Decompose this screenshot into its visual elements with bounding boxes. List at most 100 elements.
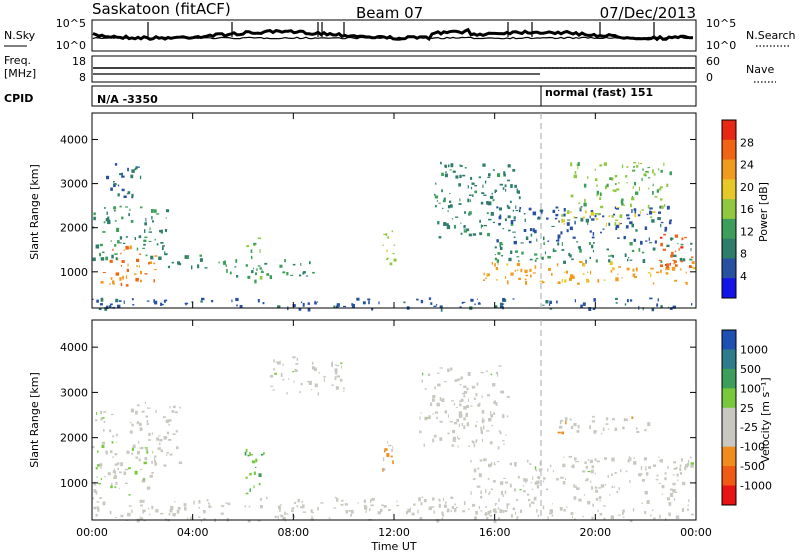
heatmap-cell (126, 268, 129, 272)
heatmap-cell (660, 264, 663, 268)
heatmap-cell (512, 231, 516, 233)
heatmap-cell (516, 269, 519, 271)
heatmap-cell (314, 383, 318, 388)
heatmap-cell (500, 491, 503, 495)
heatmap-cell (121, 188, 125, 192)
heatmap-cell (691, 261, 695, 265)
heatmap-cell (615, 302, 618, 304)
heatmap-cell (447, 210, 449, 213)
heatmap-cell (653, 517, 656, 520)
heatmap-cell (449, 169, 452, 171)
heatmap-cell (128, 467, 131, 470)
heatmap-cell (650, 216, 653, 219)
heatmap-cell (500, 390, 504, 394)
heatmap-cell (523, 213, 526, 215)
heatmap-cell (629, 242, 633, 246)
heatmap-cell (660, 242, 663, 247)
heatmap-cell (659, 460, 662, 462)
heatmap-cell (100, 281, 104, 284)
heatmap-cell (587, 459, 590, 461)
heatmap-cell (623, 204, 626, 206)
heatmap-cell (456, 436, 458, 439)
heatmap-cell (611, 473, 613, 476)
heatmap-cell (258, 473, 262, 477)
heatmap-cell (610, 515, 614, 520)
heatmap-cell (551, 503, 553, 505)
heatmap-cell (143, 243, 146, 246)
heatmap-cell (523, 229, 527, 232)
heatmap-cell (673, 467, 677, 470)
heatmap-cell (172, 433, 176, 435)
heatmap-cell (621, 277, 623, 279)
heatmap-cell (599, 164, 603, 167)
heatmap-cell (514, 269, 516, 272)
heatmap-cell (458, 183, 461, 187)
heatmap-cell (127, 512, 131, 517)
heatmap-cell (383, 505, 387, 508)
heatmap-cell (659, 186, 663, 189)
heatmap-cell (596, 190, 599, 195)
heatmap-cell (434, 411, 438, 414)
heatmap-cell (475, 392, 478, 397)
heatmap-cell (144, 273, 148, 275)
heatmap-cell (333, 305, 336, 309)
heatmap-cell (145, 415, 149, 418)
heatmap-cell (652, 183, 654, 187)
heatmap-cell (476, 485, 481, 488)
heatmap-cell (569, 418, 572, 421)
heatmap-cell (191, 265, 193, 270)
heatmap-cell (470, 460, 472, 463)
heatmap-cell (603, 505, 606, 507)
heatmap-cell (594, 486, 598, 489)
heatmap-cell (437, 372, 440, 374)
heatmap-cell (518, 277, 521, 280)
heatmap-cell (127, 167, 129, 172)
heatmap-cell (573, 423, 577, 427)
heatmap-cell (514, 464, 517, 467)
heatmap-cell (120, 265, 122, 267)
heatmap-cell (631, 416, 634, 419)
heatmap-cell (121, 175, 125, 178)
heatmap-cell (250, 249, 253, 253)
heatmap-cell (558, 219, 561, 222)
heatmap-cell (656, 474, 659, 477)
heatmap-cell (554, 217, 558, 220)
heatmap-cell (113, 183, 117, 186)
heatmap-cell (490, 212, 494, 216)
heatmap-cell (446, 223, 449, 226)
heatmap-cell (493, 461, 496, 465)
heatmap-cell (582, 216, 585, 219)
heatmap-cell (669, 171, 672, 176)
heatmap-cell (109, 283, 111, 285)
heatmap-cell (516, 190, 520, 194)
heatmap-cell (612, 189, 616, 192)
heatmap-cell (311, 389, 313, 391)
heatmap-cell (672, 263, 676, 265)
colorbar-tick-label: 500 (740, 363, 761, 376)
heatmap-cell (264, 262, 268, 265)
heatmap-cell (578, 246, 581, 250)
heatmap-cell (497, 372, 499, 377)
heatmap-cell (516, 516, 519, 519)
heatmap-cell (514, 488, 517, 492)
heatmap-cell (458, 203, 462, 205)
heatmap-cell (190, 516, 192, 520)
heatmap-cell (509, 462, 512, 466)
heatmap-cell (229, 271, 232, 275)
heatmap-cell (166, 454, 168, 456)
heatmap-cell (117, 468, 119, 470)
heatmap-cell (437, 383, 441, 387)
heatmap-cell (487, 176, 491, 178)
heatmap-cell (105, 450, 108, 454)
heatmap-cell (585, 218, 589, 223)
heatmap-cell (154, 209, 157, 213)
heatmap-cell (131, 423, 134, 427)
heatmap-cell (143, 239, 147, 242)
colorbar-segment (722, 466, 736, 487)
heatmap-cell (184, 255, 187, 259)
heatmap-cell (519, 489, 522, 491)
heatmap-cell (165, 217, 167, 219)
heatmap-cell (690, 513, 694, 516)
heatmap-cell (566, 229, 569, 233)
